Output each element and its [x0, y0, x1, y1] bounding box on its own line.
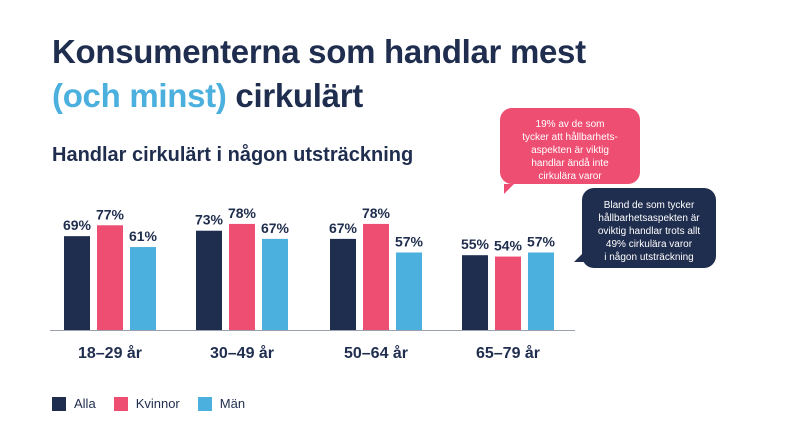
bar-alla-50-64	[330, 238, 356, 330]
chart-legend: Alla Kvinnor Män	[52, 396, 263, 411]
data-label-kvinnor-50-64: 78%	[362, 205, 391, 221]
data-label-alla-65-79: 55%	[461, 236, 490, 252]
legend-swatch-alla	[52, 396, 66, 411]
legend-item-man: Män	[197, 396, 246, 411]
bar-män-18-29	[130, 247, 156, 330]
data-label-kvinnor-30-49: 78%	[228, 205, 257, 221]
bar-män-50-64	[396, 252, 422, 330]
slide-title: Konsumenterna som handlar mest (och mins…	[52, 30, 586, 118]
data-label-män-30-49: 67%	[261, 220, 290, 236]
legend-label-kvinnor: Kvinnor	[135, 396, 180, 411]
data-label-män-50-64: 57%	[395, 233, 424, 249]
bar-kvinnor-18-29	[97, 225, 123, 330]
bar-kvinnor-30-49	[229, 223, 255, 330]
legend-label-alla: Alla	[74, 396, 96, 411]
data-label-män-18-29: 61%	[129, 228, 158, 244]
callout-navy-line: 49% cirkulära varor	[605, 239, 693, 250]
title-accent: (och minst)	[52, 77, 227, 114]
bar-alla-30-49	[196, 230, 222, 330]
data-label-män-65-79: 57%	[527, 233, 556, 249]
data-label-kvinnor-18-29: 77%	[96, 206, 125, 222]
title-line-2-rest: cirkulärt	[226, 77, 363, 114]
data-label-kvinnor-65-79: 54%	[494, 238, 523, 254]
data-label-alla-50-64: 67%	[329, 220, 358, 236]
callout-pink-line: cirkulära varor	[538, 171, 602, 182]
callout-pink-line: handlar ändå inte	[531, 158, 609, 169]
callout-navy-line: Bland de som tycker	[603, 200, 695, 211]
title-line-1: Konsumenterna som handlar mest	[52, 33, 586, 70]
callout-navy-line: i någon utsträckning	[604, 252, 694, 263]
category-label-50-64: 50–64 år	[344, 344, 408, 362]
callout-navy-line: hållbarhetsaspekten är	[598, 213, 700, 224]
bar-alla-65-79	[462, 255, 488, 330]
bar-alla-18-29	[64, 236, 90, 330]
category-label-30-49: 30–49 år	[210, 344, 274, 362]
data-label-alla-18-29: 69%	[63, 217, 92, 233]
callout-pink-line: 19% av de som	[535, 119, 605, 130]
callout-pink-line: tycker att hållbarhets-	[522, 132, 618, 143]
category-label-18-29: 18–29 år	[78, 344, 142, 362]
bar-män-30-49	[262, 238, 288, 330]
legend-label-man: Män	[219, 396, 246, 411]
callout-navy-line: oviktig handlar trots allt	[597, 226, 701, 237]
callout-pink-line: aspekten är viktig	[531, 145, 609, 156]
bar-kvinnor-65-79	[495, 256, 521, 330]
legend-swatch-man	[197, 396, 212, 411]
legend-item-kvinnor: Kvinnor	[113, 396, 180, 411]
data-label-alla-30-49: 73%	[195, 212, 224, 228]
legend-item-alla: Alla	[52, 396, 96, 411]
bar-kvinnor-50-64	[363, 223, 389, 330]
chart-title: Handlar cirkulärt i någon utsträckning	[52, 144, 414, 166]
callout-pink: 19% av de som tycker att hållbarhets- as…	[500, 108, 640, 194]
category-label-65-79: 65–79 år	[476, 344, 540, 362]
legend-swatch-kvinnor	[113, 396, 128, 411]
callout-navy: Bland de som tycker hållbarhetsaspekten …	[574, 188, 716, 268]
bar-män-65-79	[528, 252, 554, 330]
